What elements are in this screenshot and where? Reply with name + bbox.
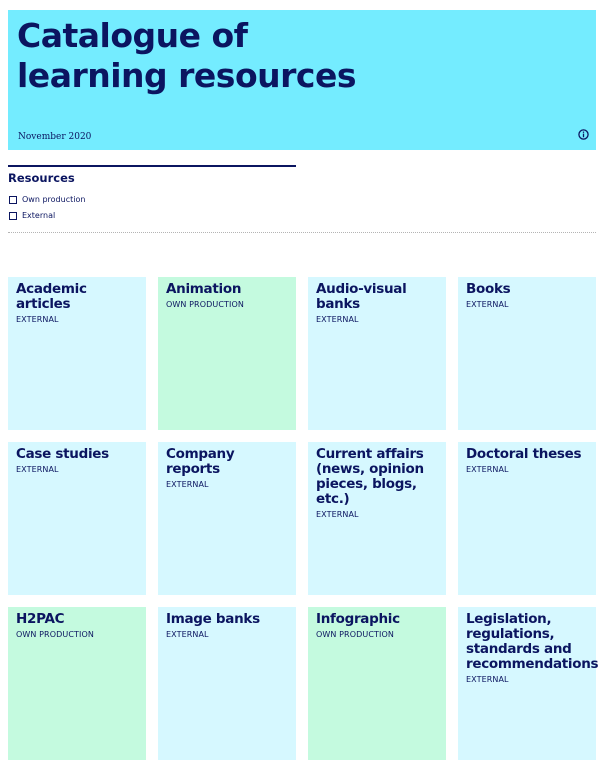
card-tag: EXTERNAL [166,630,209,639]
card-tag: EXTERNAL [466,465,509,474]
resource-card[interactable]: H2PAC OWN PRODUCTION [8,607,146,760]
checkbox-icon[interactable] [9,195,17,204]
resource-card[interactable]: Legislation, regulations, standards and … [458,607,599,760]
resource-card[interactable]: Company reports EXTERNAL [158,442,296,595]
card-tag: EXTERNAL [466,300,509,309]
resource-card[interactable]: Books EXTERNAL [458,277,596,430]
filter-external[interactable]: External [9,211,55,220]
resource-card[interactable]: Case studies EXTERNAL [8,442,146,595]
card-tag: EXTERNAL [166,480,209,489]
checkbox-icon[interactable] [9,211,17,220]
card-tag: OWN PRODUCTION [166,300,244,309]
card-title: Legislation, regulations, standards and … [466,611,599,672]
page-title-line-2: learning resources [17,56,356,95]
resource-card[interactable]: Animation OWN PRODUCTION [158,277,296,430]
resource-card[interactable]: Audio-visual banks EXTERNAL [308,277,446,430]
resource-card[interactable]: Doctoral theses EXTERNAL [458,442,596,595]
resource-card[interactable]: Current affairs (news, opinion pieces, b… [308,442,446,595]
card-title: Books [466,281,511,297]
card-tag: EXTERNAL [16,315,59,324]
page-header: Catalogue of learning resources November… [8,10,596,150]
filter-own-production[interactable]: Own production [9,195,85,204]
publication-date: November 2020 [18,132,92,142]
filter-title: Resources [8,171,75,185]
card-title: Audio-visual banks [316,281,407,312]
resource-card[interactable]: Infographic OWN PRODUCTION [308,607,446,760]
card-tag: EXTERNAL [316,315,359,324]
card-title: Academic articles [16,281,87,312]
page-title: Catalogue of learning resources [17,16,356,96]
card-title: Company reports [166,446,235,477]
card-title: H2PAC [16,611,65,627]
card-title: Infographic [316,611,400,627]
card-tag: EXTERNAL [316,510,359,519]
section-divider [8,232,596,233]
filter-label: Own production [22,195,86,204]
card-tag: EXTERNAL [16,465,59,474]
resource-card[interactable]: Academic articles EXTERNAL [8,277,146,430]
info-circle-icon[interactable] [578,129,589,140]
card-tag: OWN PRODUCTION [316,630,394,639]
filter-label: External [22,211,56,220]
card-title: Case studies [16,446,109,462]
resource-card[interactable]: Image banks EXTERNAL [158,607,296,760]
card-tag: EXTERNAL [466,675,509,684]
page-title-line-1: Catalogue of [17,16,248,55]
filter-divider [8,165,296,167]
card-tag: OWN PRODUCTION [16,630,94,639]
resource-grid: Academic articles EXTERNAL Animation OWN… [8,277,599,760]
card-title: Current affairs (news, opinion pieces, b… [316,446,424,507]
card-title: Doctoral theses [466,446,582,462]
card-title: Image banks [166,611,260,627]
card-title: Animation [166,281,242,297]
